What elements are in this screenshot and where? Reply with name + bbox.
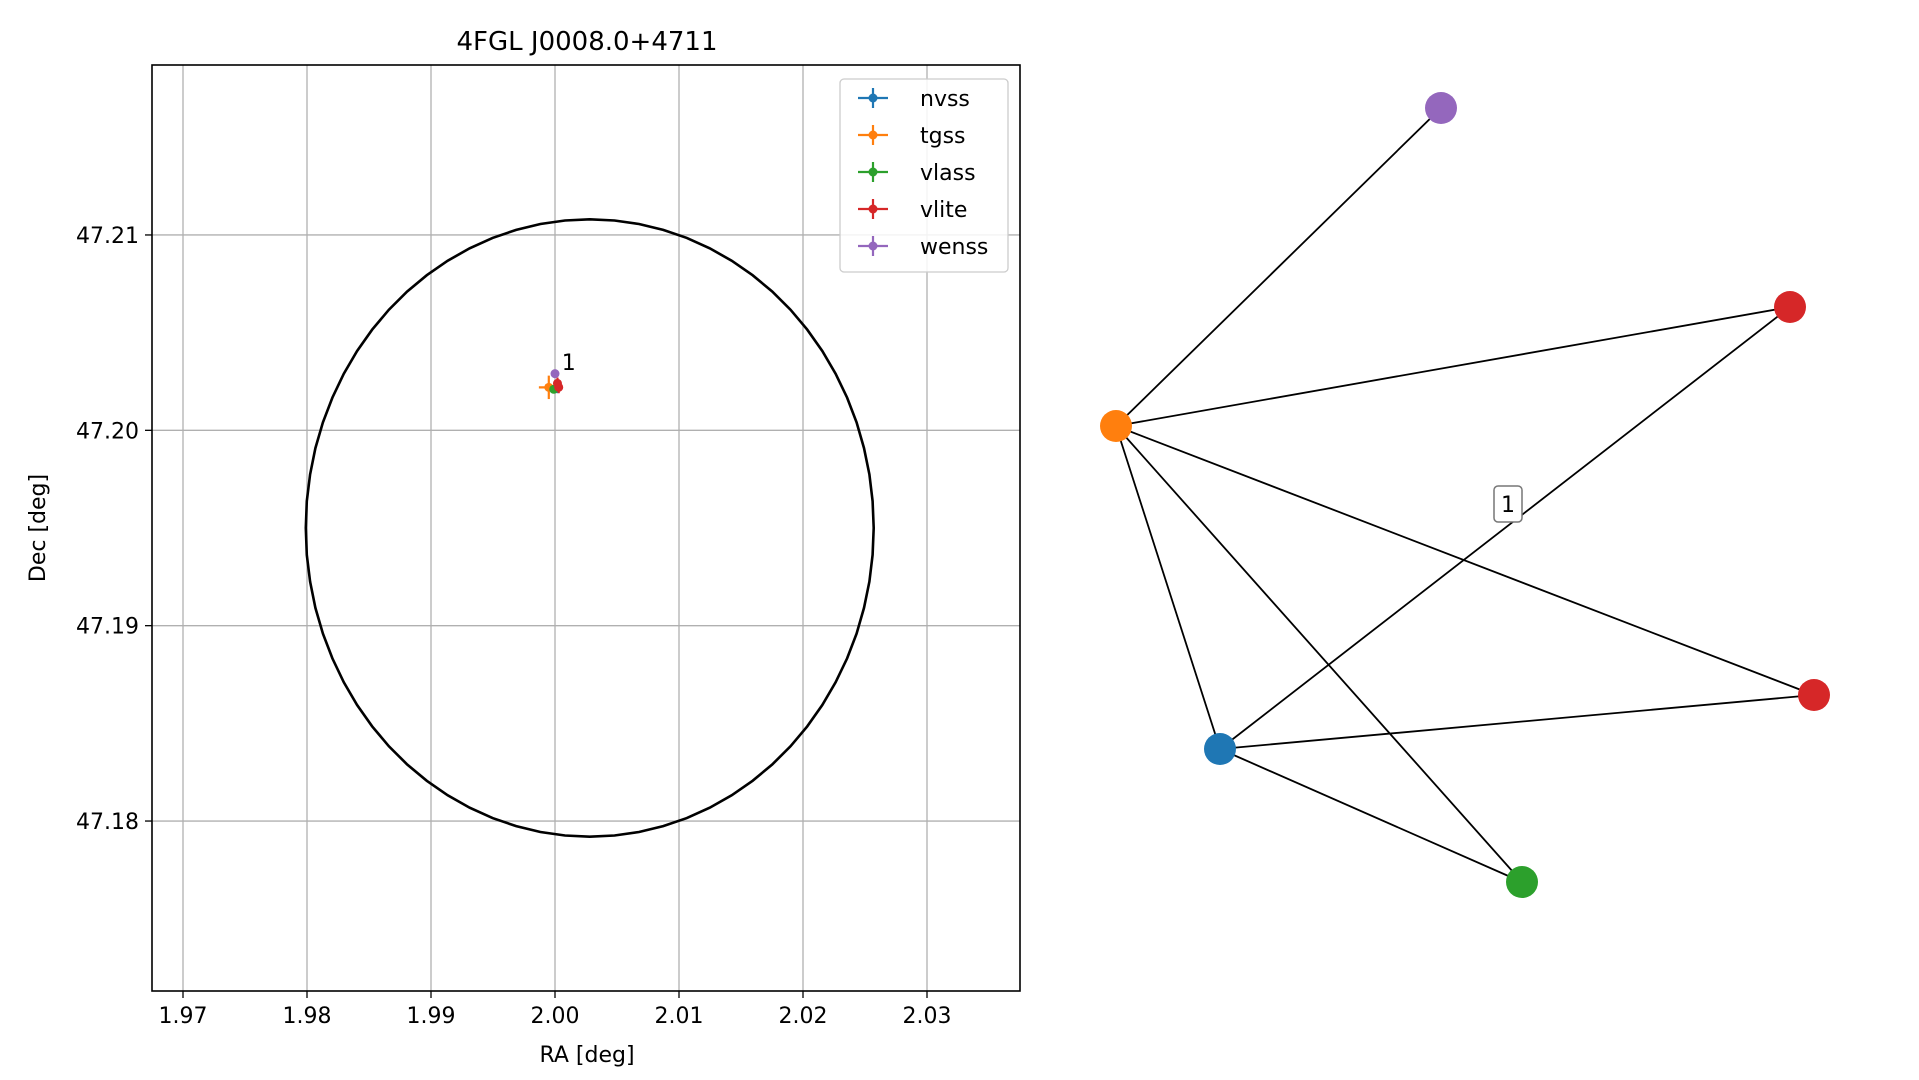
scatter-panel: 4FGL J0008.0+4711 1 1.97 1.98 1.99 2.00 2.01… [26, 27, 1021, 1068]
graph-edge-nvss-vlite_a [1219, 306, 1791, 750]
legend-swatch-marker [868, 167, 878, 177]
graph-edge-tgss-vlass [1115, 425, 1523, 883]
legend-entry-nvss: nvss [858, 87, 970, 112]
legend-label: vlite [920, 198, 967, 223]
x-tick-label: 1.97 [159, 1004, 208, 1029]
x-tick-label: 2.03 [903, 1004, 952, 1029]
legend-swatch-marker [868, 93, 878, 103]
legend-entry-vlite: vlite [858, 198, 967, 223]
y-tick-label: 47.19 [76, 615, 139, 640]
axis-ticks: 1.97 1.98 1.99 2.00 2.01 2.02 2.03 47.18 47.19 47… [76, 224, 951, 1029]
graph-nodes [1100, 92, 1830, 898]
graph-node-nvss [1204, 733, 1236, 765]
uncertainty-ellipse-layer [304, 217, 875, 839]
legend-entry-wenss: wenss [858, 235, 988, 260]
legend-entry-vlass: vlass [858, 161, 976, 186]
x-tick-label: 2.01 [655, 1004, 704, 1029]
x-axis-label: RA [deg] [539, 1043, 634, 1068]
legend-label: wenss [920, 235, 988, 260]
x-tick-label: 1.98 [283, 1004, 332, 1029]
graph-edge-nvss-vlite_b [1219, 694, 1815, 750]
chart-title: 4FGL J0008.0+4711 [457, 27, 718, 57]
legend-swatch-marker [868, 204, 878, 214]
y-tick-label: 47.18 [76, 810, 139, 835]
point-marker [550, 369, 560, 379]
legend-label: tgss [920, 124, 966, 149]
graph-node-vlite_a [1774, 291, 1806, 323]
x-tick-label: 2.00 [531, 1004, 580, 1029]
y-tick-label: 47.20 [76, 419, 139, 444]
data-point-vlite [552, 377, 562, 390]
plot-frame [151, 64, 1021, 992]
graph-edge-nvss-vlass [1219, 748, 1523, 883]
y-tick-label: 47.21 [76, 224, 139, 249]
x-tick-label: 1.99 [407, 1004, 456, 1029]
edge-label-text: 1 [1501, 493, 1515, 518]
uncertainty-ellipse [304, 217, 875, 839]
graph-edges [1115, 107, 1815, 883]
graph-edge-tgss-vlite_b [1115, 425, 1815, 696]
point-marker [552, 378, 562, 388]
graph-node-vlass [1506, 866, 1538, 898]
graph-edge-tgss-nvss [1115, 425, 1221, 750]
data-points: 1 [538, 351, 576, 400]
graph-node-wenss [1425, 92, 1457, 124]
edge-label-box: 1 [1493, 485, 1523, 523]
legend-entry-tgss: tgss [858, 124, 966, 149]
legend-swatch-marker [868, 130, 878, 140]
grid [152, 65, 1020, 991]
x-tick-label: 2.02 [779, 1004, 828, 1029]
graph-edge-tgss-vlite_a [1115, 306, 1791, 427]
graph-node-vlite_b [1798, 679, 1830, 711]
y-axis-label: Dec [deg] [26, 474, 51, 582]
legend-frame [839, 78, 1009, 273]
legend-label: vlass [920, 161, 976, 186]
point-annotation: 1 [562, 351, 576, 376]
legend: nvss tgss vlass vlite wenss [839, 78, 1009, 273]
network-graph-panel: 1 [1100, 92, 1830, 898]
data-point-wenss [550, 369, 560, 379]
graph-node-tgss [1100, 410, 1132, 442]
legend-label: nvss [920, 87, 970, 112]
legend-swatch-marker [868, 241, 878, 251]
edge-label-frame [1493, 485, 1523, 523]
graph-edge-tgss-wenss [1115, 107, 1442, 427]
